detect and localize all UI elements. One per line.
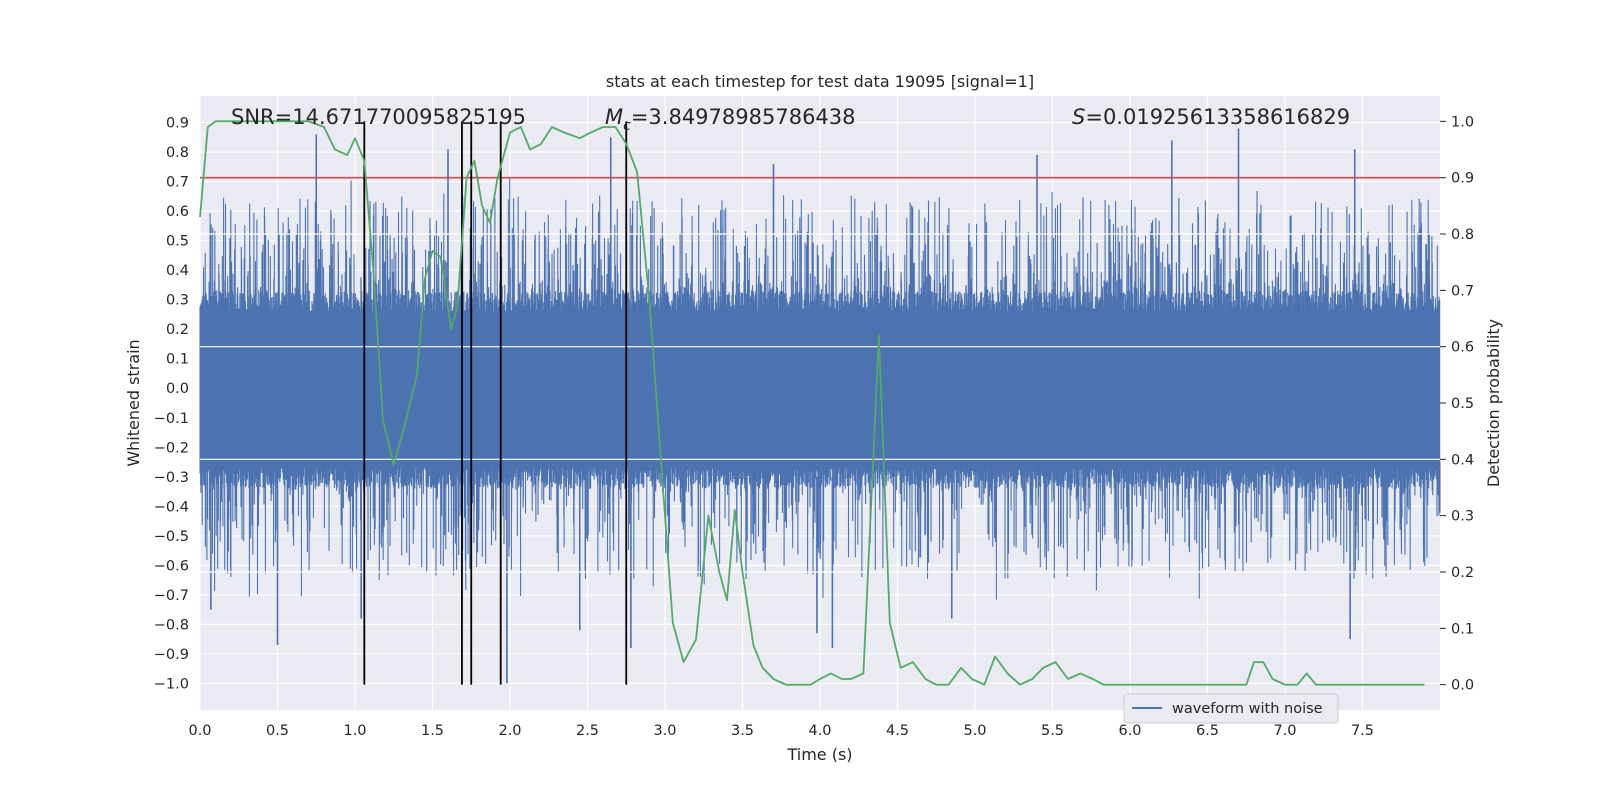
y-tick-label: −0.6 — [154, 558, 189, 574]
right-y-tick-label: 0.1 — [1451, 621, 1474, 637]
x-tick-label: 1.0 — [343, 723, 366, 739]
x-tick-label: 0.5 — [266, 723, 289, 739]
detection-probability-line — [199, 120, 1425, 686]
x-tick-label: 4.0 — [808, 723, 831, 739]
legend: waveform with noise — [1123, 693, 1339, 724]
x-tick-label: 6.5 — [1196, 723, 1219, 739]
y-tick-label: −0.8 — [154, 617, 189, 633]
y-axis-label: Whitened strain — [124, 339, 143, 466]
y-tick-label: 0.5 — [166, 234, 189, 250]
y-tick-label: −0.4 — [154, 499, 189, 515]
x-tick-label: 3.5 — [731, 723, 754, 739]
y-tick-label: 0.9 — [166, 116, 189, 132]
x-tick-label: 2.5 — [576, 723, 599, 739]
x-tick-label: 6.0 — [1118, 723, 1141, 739]
y-tick-label: −0.2 — [154, 440, 189, 456]
right-y-tick-label: 1.0 — [1451, 114, 1474, 130]
x-tick-label: 2.0 — [498, 723, 521, 739]
y-tick-label: −0.5 — [154, 529, 189, 545]
right-y-tick-label: 0.9 — [1451, 171, 1474, 187]
s-annotation: S=0.01925613358616829 — [1072, 105, 1350, 129]
waveform-spikes — [200, 177, 1441, 600]
right-y-tick-label: 0.6 — [1451, 340, 1474, 356]
waveform-band — [199, 290, 1441, 489]
y-tick-label: −0.1 — [154, 411, 189, 427]
x-tick-label: 5.5 — [1041, 723, 1064, 739]
right-y-tick-label: 0.2 — [1451, 565, 1474, 581]
y-tick-label: 0.7 — [166, 175, 189, 191]
chirp-mass-annotation: Mc=3.84978985786438 — [605, 105, 856, 134]
right-y-tick-label: 0.5 — [1451, 396, 1474, 412]
y-tick-label: 0.1 — [166, 352, 189, 368]
y-tick-label: 0.6 — [166, 204, 189, 220]
y-tick-label: 0.0 — [166, 381, 189, 397]
x-tick-label: 4.5 — [886, 723, 909, 739]
legend-entry: waveform with noise — [1172, 701, 1323, 717]
snr-annotation: SNR=14.671770095825195 — [231, 105, 526, 129]
right-y-tick-label: 0.3 — [1451, 509, 1474, 525]
waveform-series — [199, 128, 1441, 684]
x-tick-label: 7.0 — [1273, 723, 1296, 739]
x-tick-labels: 0.0 0.5 1.0 1.5 2.0 2.5 3.0 3.5 4.0 4.5 5.0 5.5 6.0 6… — [188, 723, 1374, 739]
x-tick-label: 3.0 — [653, 723, 676, 739]
y-tick-label: 0.4 — [166, 263, 189, 279]
y-tick-label: 0.8 — [166, 145, 189, 161]
y-tick-label: −0.9 — [154, 647, 189, 663]
y-tick-label: 0.3 — [166, 293, 189, 309]
right-y-tick-label: 0.0 — [1451, 678, 1474, 694]
vertical-markers — [363, 121, 628, 685]
x-tick-label: 7.5 — [1351, 723, 1374, 739]
x-tick-label: 5.0 — [963, 723, 986, 739]
y-tick-label: 0.2 — [166, 322, 189, 338]
right-y-tick-label: 0.8 — [1451, 227, 1474, 243]
y-tick-label: −0.3 — [154, 470, 189, 486]
hlines-layer — [200, 176, 1440, 573]
right-y-tick-label: 0.4 — [1451, 452, 1474, 468]
x-tick-label: 1.5 — [421, 723, 444, 739]
chart-title: stats at each timestep for test data 190… — [606, 72, 1034, 91]
y-tick-labels: 0.9 0.8 0.7 0.6 0.5 0.4 0.3 0.2 0.1 0.0 −0.1 −0.2 −0… — [154, 116, 189, 693]
x-tick-label: 0.0 — [188, 723, 211, 739]
legend-box — [1123, 693, 1339, 724]
y-tick-label: −0.7 — [154, 588, 189, 604]
y-tick-label: −1.0 — [154, 676, 189, 692]
right-y-tick-label: 0.7 — [1451, 283, 1474, 299]
right-y-tick-labels: 1.0 0.9 0.8 0.7 0.6 0.5 0.4 0.3 0.2 0.1 0.0 — [1440, 114, 1474, 694]
x-axis-label: Time (s) — [786, 745, 852, 764]
right-y-axis-label: Detection probability — [1484, 319, 1503, 487]
